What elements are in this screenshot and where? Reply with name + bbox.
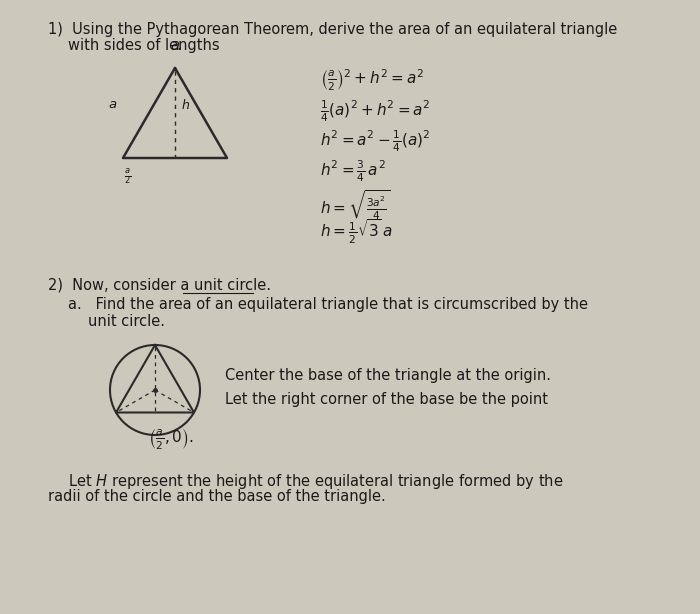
Text: $h^2=\frac{3}{4}\,a^2$: $h^2=\frac{3}{4}\,a^2$ <box>320 158 386 184</box>
Text: h: h <box>182 99 190 112</box>
Text: $h^2=a^2-\frac{1}{4}(a)^2$: $h^2=a^2-\frac{1}{4}(a)^2$ <box>320 128 430 154</box>
Text: Let $H$ represent the height of the equilateral triangle formed by the: Let $H$ represent the height of the equi… <box>68 472 564 491</box>
Text: with sides of lengths: with sides of lengths <box>68 38 224 53</box>
Text: 1)  Using the Pythagorean Theorem, derive the area of an equilateral triangle: 1) Using the Pythagorean Theorem, derive… <box>48 22 617 37</box>
Text: $h=\sqrt{\frac{3a^2}{4}}$: $h=\sqrt{\frac{3a^2}{4}}$ <box>320 188 391 221</box>
Text: $h=\frac{1}{2}\sqrt{3}\,a$: $h=\frac{1}{2}\sqrt{3}\,a$ <box>320 218 393 246</box>
Text: a: a <box>109 98 117 111</box>
Text: unit circle.: unit circle. <box>88 314 165 329</box>
Text: $\left(\frac{a}{2}\right)^2 + h^2 = a^2$: $\left(\frac{a}{2}\right)^2 + h^2 = a^2$ <box>320 68 424 93</box>
Text: $\frac{a}{2}$: $\frac{a}{2}$ <box>125 168 132 187</box>
Text: a.   Find the area of an equilateral triangle that is circumscribed by the: a. Find the area of an equilateral trian… <box>68 297 588 312</box>
Text: a: a <box>170 38 179 53</box>
Text: .: . <box>176 38 181 53</box>
Text: Let the right corner of the base be the point: Let the right corner of the base be the … <box>225 392 548 407</box>
Text: $\frac{1}{4}(a)^2+h^2=a^2$: $\frac{1}{4}(a)^2+h^2=a^2$ <box>320 98 430 123</box>
Text: radii of the circle and the base of the triangle.: radii of the circle and the base of the … <box>48 489 386 504</box>
Text: Center the base of the triangle at the origin.: Center the base of the triangle at the o… <box>225 368 551 383</box>
Text: $\left(\frac{a}{2},0\right).$: $\left(\frac{a}{2},0\right).$ <box>148 426 194 451</box>
Text: 2)  Now, consider a unit circle.: 2) Now, consider a unit circle. <box>48 278 271 293</box>
